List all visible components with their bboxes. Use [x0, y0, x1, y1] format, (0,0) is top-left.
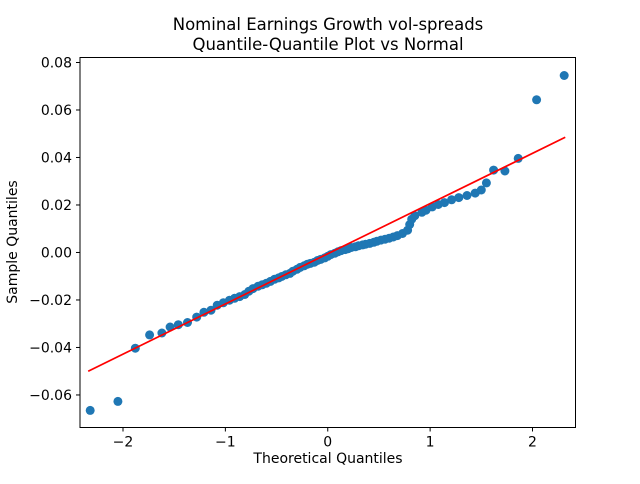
chart-title-line2: Quantile-Quantile Plot vs Normal	[192, 35, 463, 54]
scatter-point	[440, 198, 449, 208]
scatter-point	[462, 191, 472, 200]
chart-title-line1: Nominal Earnings Growth vol-spreads	[173, 15, 484, 34]
x-tick-label: 1	[426, 435, 435, 451]
scatter-point	[489, 165, 499, 175]
y-tick-label: −0.04	[29, 340, 72, 356]
regression-line	[87, 136, 566, 372]
scatter-point	[559, 71, 569, 80]
scatter-point	[145, 330, 155, 340]
x-tick-label: 2	[528, 435, 537, 451]
y-tick-label: 0.08	[41, 55, 72, 71]
axis-ticks: −2 −1 0 1 2 −0.06 −0.04 −0.02 0.00 0.02 0.04 0.06 0.…	[29, 55, 537, 450]
scatter-point	[85, 405, 95, 415]
scatter-point	[199, 307, 209, 317]
y-tick-label: −0.02	[29, 293, 72, 309]
y-axis-label: Sample Quantiles	[5, 180, 21, 303]
y-tick-label: 0.06	[41, 103, 72, 119]
plot-border	[79, 57, 576, 428]
y-tick-label: 0.02	[41, 198, 72, 214]
x-tick-label: −2	[113, 435, 134, 451]
y-tick-label: −0.06	[29, 388, 72, 404]
scatter-point	[447, 195, 457, 205]
scatter-point	[113, 396, 123, 406]
scatter-point	[476, 185, 486, 195]
y-tick-label: 0.04	[41, 150, 72, 166]
plot-spines	[79, 57, 576, 428]
x-tick-label: −1	[215, 435, 236, 451]
scatter-point	[481, 178, 491, 188]
x-axis-label: Theoretical Quantiles	[252, 451, 402, 467]
scatter-point	[410, 211, 420, 221]
y-tick-label: 0.00	[41, 245, 72, 261]
qq-reference-line	[87, 136, 566, 372]
scatter-points	[85, 71, 569, 415]
scatter-point	[454, 193, 464, 203]
scatter-point	[173, 320, 183, 330]
x-tick-label: 0	[323, 435, 332, 451]
scatter-point	[532, 95, 542, 105]
